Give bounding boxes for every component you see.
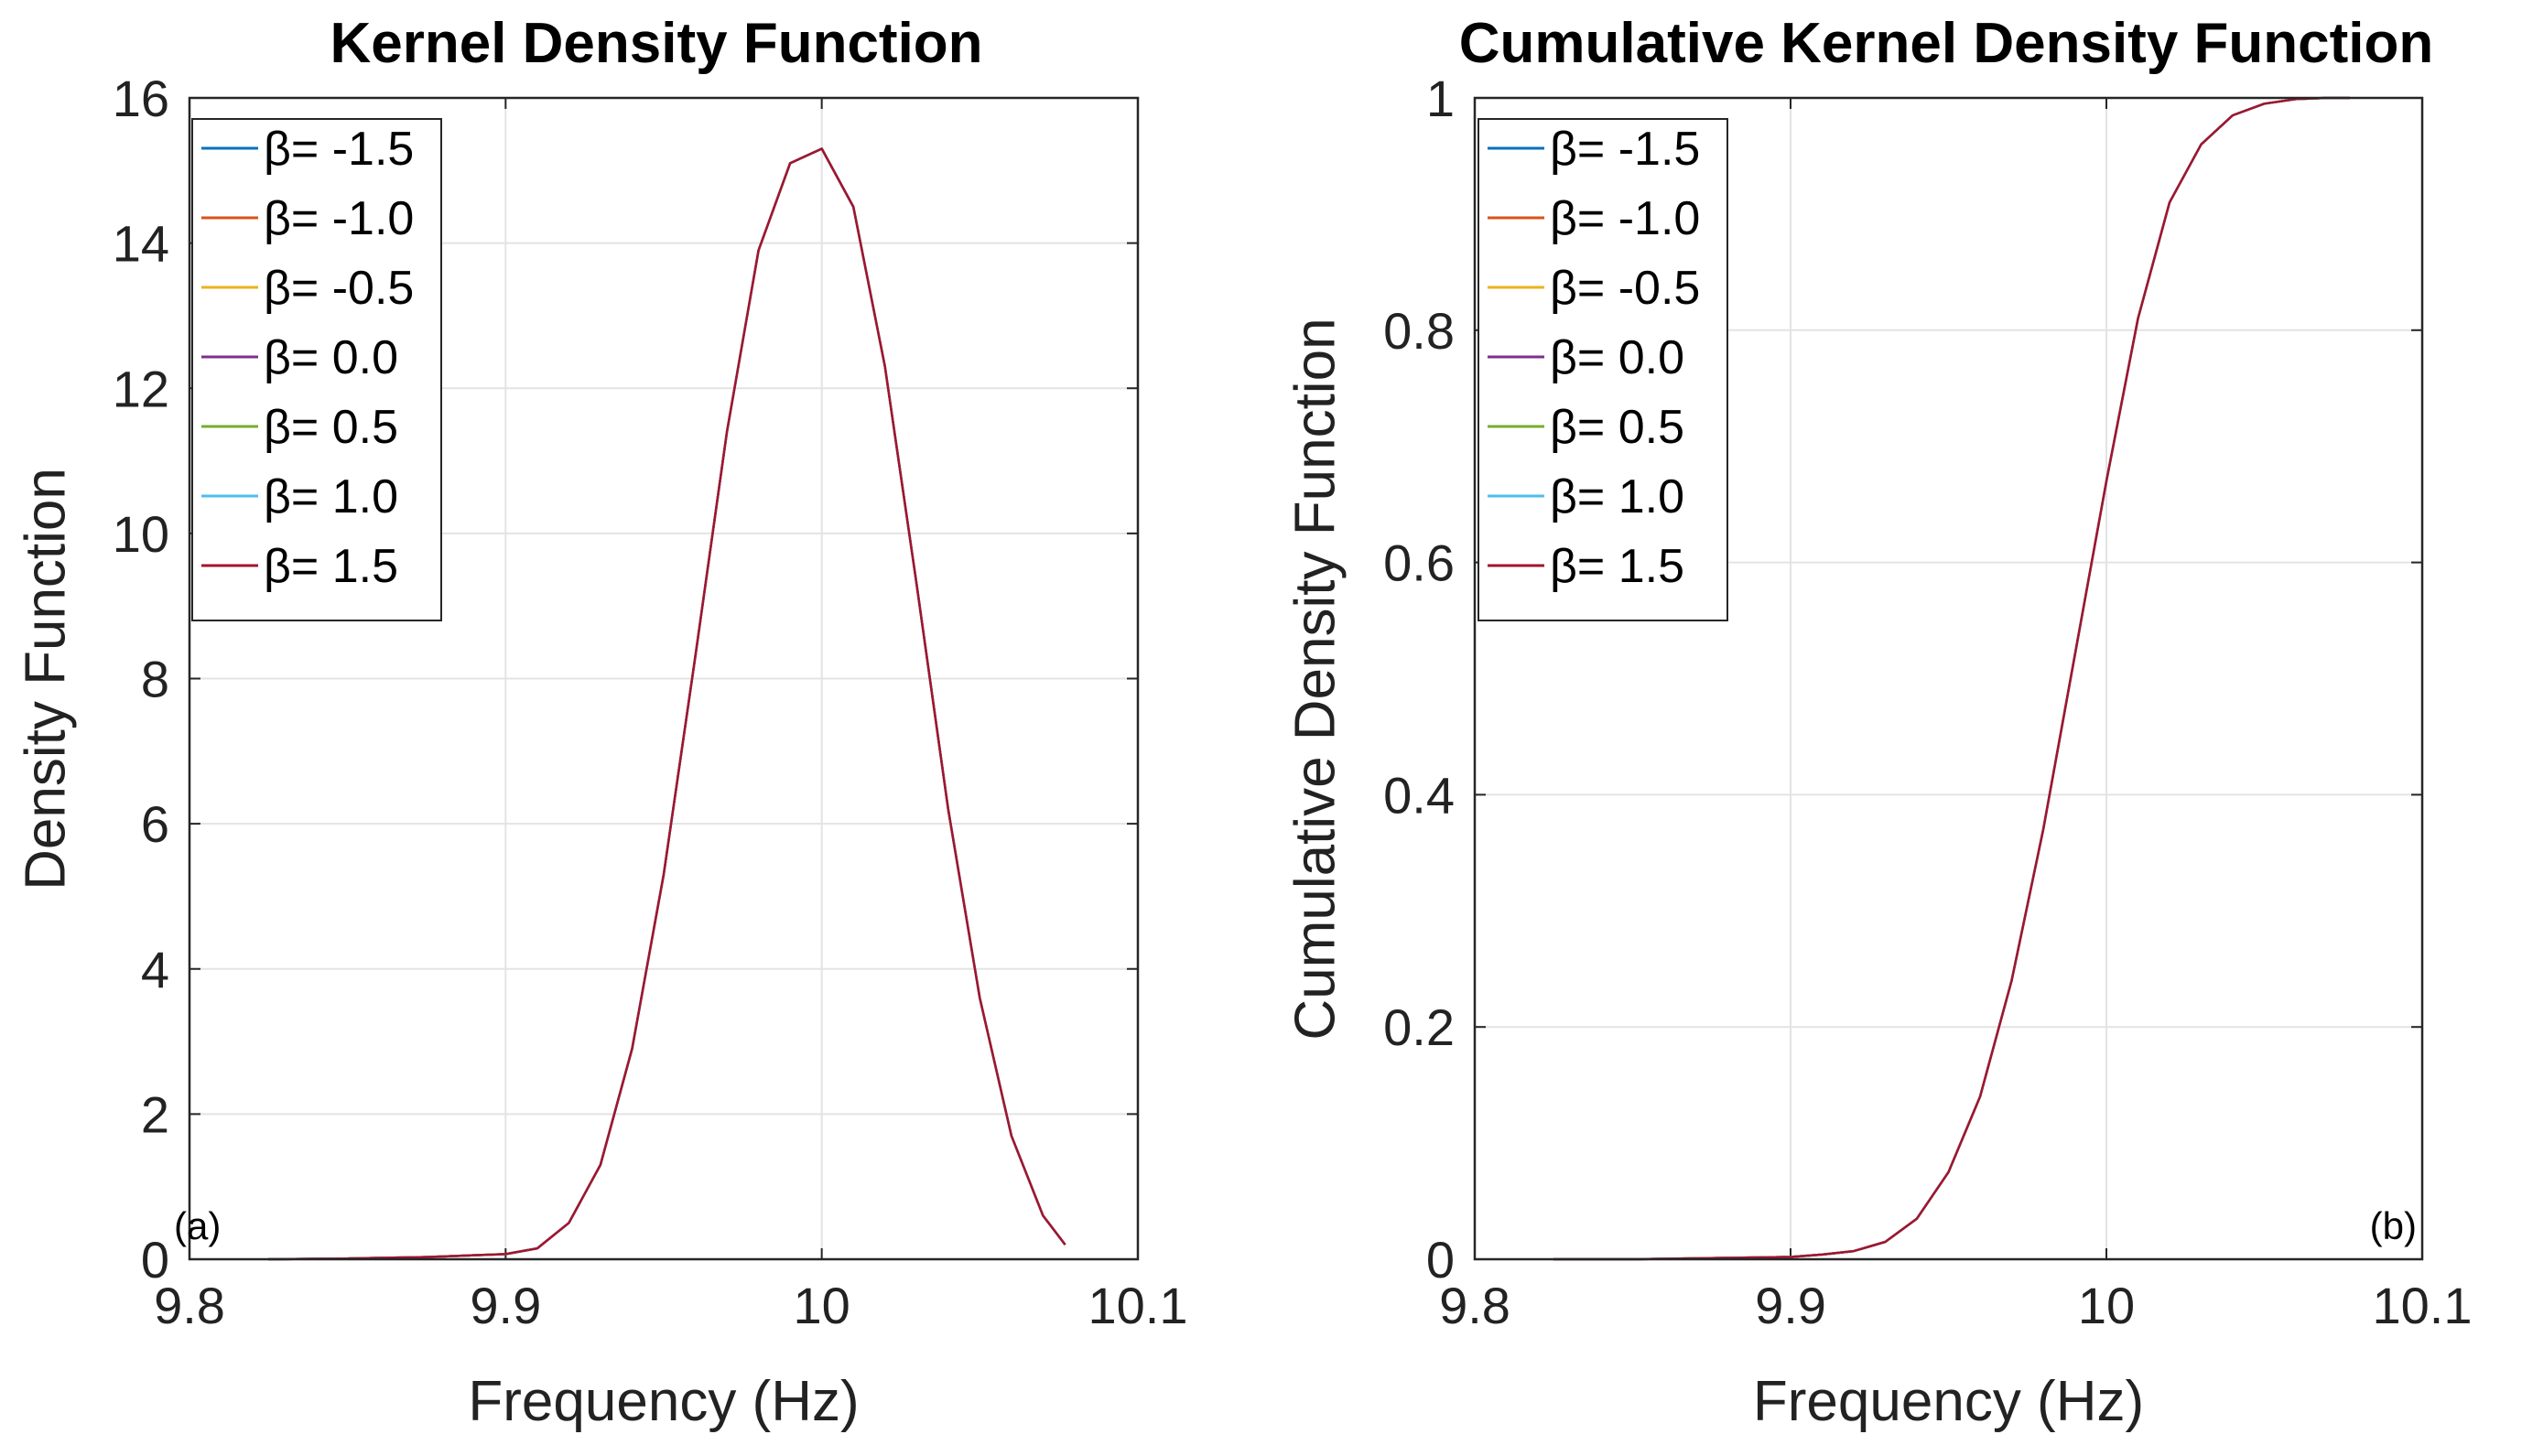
legend-entry: β= 1.5 (1550, 540, 1684, 593)
legend-entry: β= -1.5 (1550, 123, 1700, 176)
chart-a: Kernel Density Function 9.8 9.9 10 10.1 0 2 4 6 8… (15, 12, 1188, 1433)
axes-box (188, 96, 1140, 1261)
panel-label: (a) (174, 1204, 221, 1247)
legend-box (1477, 118, 1728, 621)
series-line-6 (268, 147, 1066, 1261)
x-axis-label: Frequency (Hz) (468, 1370, 859, 1433)
y-tick-label: 12 (113, 360, 169, 417)
x-tick-label: 10 (794, 1277, 850, 1334)
legend-entry: β= -0.5 (1550, 262, 1700, 315)
x-axis-label: Frequency (Hz) (1753, 1370, 2144, 1433)
y-tick-label: 8 (141, 651, 169, 708)
x-tick-label: 10.1 (2373, 1277, 2473, 1334)
x-tick-label: 9.8 (154, 1277, 225, 1334)
y-tick-label: 6 (141, 795, 169, 853)
x-tick-label: 10.1 (1088, 1277, 1188, 1334)
y-tick-label: 10 (113, 505, 169, 563)
chart-title: Kernel Density Function (330, 12, 982, 75)
y-tick-label: 4 (141, 941, 169, 998)
y-tick-label: 0 (1426, 1231, 1455, 1289)
legend-entry: β= 1.5 (264, 540, 398, 593)
chart-title: Cumulative Kernel Density Function (1459, 12, 2434, 75)
y-tick-label: 0.6 (1383, 534, 1455, 592)
y-axis-label: Cumulative Density Function (1284, 318, 1348, 1040)
y-tick-label: 16 (113, 70, 169, 127)
legend-entry: β= 1.0 (1550, 470, 1684, 523)
y-axis-label: Density Function (15, 468, 78, 890)
y-tick-label: 0.4 (1383, 766, 1455, 824)
panel-label: (b) (2370, 1204, 2417, 1247)
legend-entry: β= -1.0 (1550, 192, 1700, 245)
y-tick-label: 0 (141, 1231, 169, 1289)
series-line-6 (1553, 96, 2350, 1261)
y-tick-label: 0.8 (1383, 302, 1455, 360)
x-tick-label: 9.9 (1755, 1277, 1826, 1334)
x-tick-label: 9.9 (470, 1277, 541, 1334)
legend-entry: β= -0.5 (264, 262, 414, 315)
y-tick-label: 0.2 (1383, 998, 1455, 1056)
legend-entry: β= -1.0 (264, 192, 414, 245)
x-tick-label: 9.8 (1439, 1277, 1510, 1334)
chart-b: Cumulative Kernel Density Function 9.8 9.9… (1284, 12, 2473, 1433)
legend-entry: β= 0.5 (1550, 401, 1684, 454)
legend-entry: β= 0.0 (264, 331, 398, 384)
legend-entry: β= -1.5 (264, 123, 414, 176)
legend-entry: β= 1.0 (264, 470, 398, 523)
legend-box (191, 118, 442, 621)
y-tick-label: 2 (141, 1085, 169, 1143)
y-tick-label: 14 (113, 215, 169, 273)
axes-box (1473, 96, 2424, 1261)
y-tick-label: 1 (1426, 70, 1455, 127)
x-tick-label: 10 (2078, 1277, 2135, 1334)
legend-entry: β= 0.0 (1550, 331, 1684, 384)
legend-entry: β= 0.5 (264, 401, 398, 454)
